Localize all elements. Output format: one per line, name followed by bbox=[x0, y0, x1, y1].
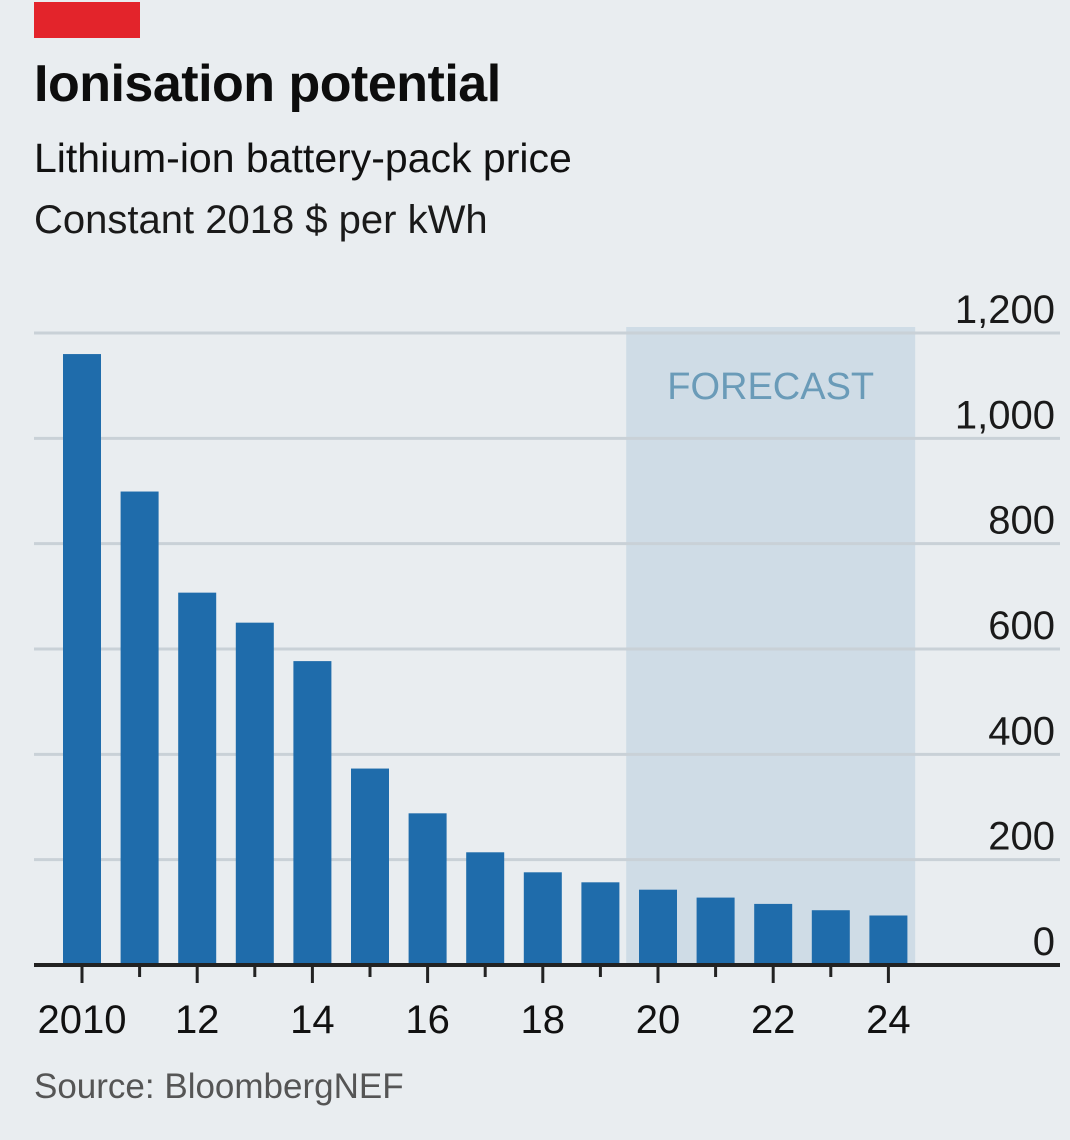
source-note: Source: BloombergNEF bbox=[34, 1067, 404, 1106]
bar bbox=[120, 491, 159, 965]
bar bbox=[351, 768, 389, 965]
bar bbox=[869, 915, 908, 965]
bar bbox=[408, 813, 447, 965]
bar bbox=[811, 910, 850, 965]
x-tick-label: 12 bbox=[175, 998, 220, 1042]
y-tick-label: 0 bbox=[1033, 920, 1055, 964]
bar bbox=[178, 592, 217, 965]
y-tick-label: 1,200 bbox=[955, 288, 1055, 332]
x-tick-label: 22 bbox=[751, 998, 796, 1042]
bar bbox=[235, 622, 274, 965]
x-tick-label: 18 bbox=[521, 998, 566, 1042]
bar bbox=[696, 897, 735, 965]
y-tick-label: 800 bbox=[988, 499, 1055, 543]
x-tick-label: 14 bbox=[290, 998, 335, 1042]
x-tick-label: 24 bbox=[866, 998, 911, 1042]
bar bbox=[293, 661, 332, 965]
y-tick-label: 600 bbox=[988, 604, 1055, 648]
chart-unit-label: Constant 2018 $ per kWh bbox=[34, 198, 488, 242]
y-tick-label: 200 bbox=[988, 815, 1055, 859]
chart-title: Ionisation potential bbox=[34, 55, 501, 113]
forecast-band bbox=[626, 327, 916, 965]
x-tick-label: 2010 bbox=[38, 998, 127, 1042]
forecast-label: FORECAST bbox=[667, 366, 874, 408]
chart-subtitle: Lithium-ion battery-pack price bbox=[34, 135, 572, 181]
x-tick-label: 20 bbox=[636, 998, 681, 1042]
x-tick-label: 16 bbox=[405, 998, 450, 1042]
bar bbox=[639, 889, 677, 965]
brand-red-tag bbox=[34, 2, 140, 38]
bar bbox=[63, 354, 101, 966]
bar bbox=[754, 903, 793, 965]
bar bbox=[581, 882, 620, 965]
y-tick-label: 1,000 bbox=[955, 393, 1055, 437]
bar bbox=[523, 872, 562, 965]
y-tick-label: 400 bbox=[988, 709, 1055, 753]
bar bbox=[466, 852, 505, 965]
